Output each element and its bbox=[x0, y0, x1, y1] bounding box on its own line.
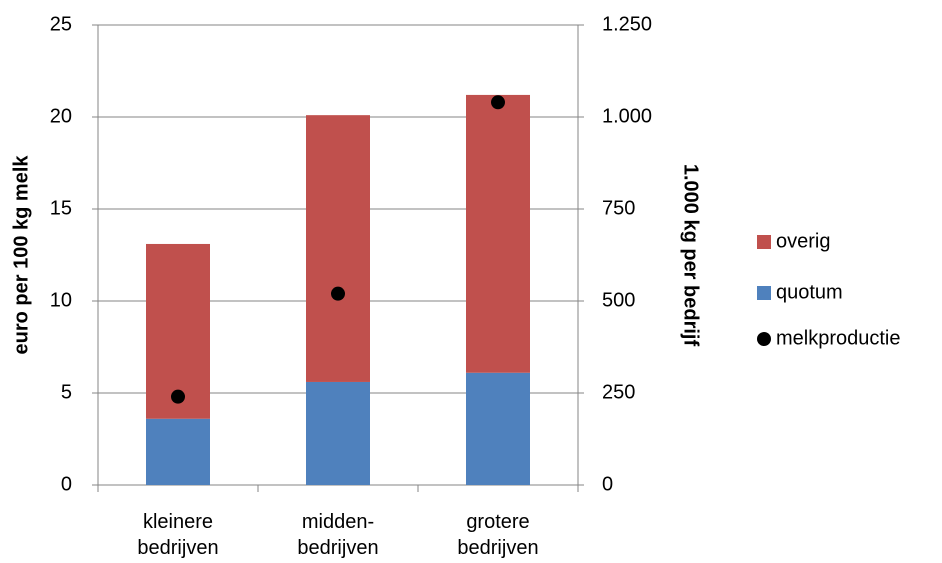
x-tick-label: midden-bedrijven bbox=[297, 511, 379, 559]
legend-swatch bbox=[757, 235, 771, 249]
legend-label: melkproductie bbox=[776, 327, 901, 349]
y-tick-label: 25 bbox=[50, 13, 72, 35]
y2-tick-label: 1.250 bbox=[602, 13, 652, 35]
y-tick-label: 15 bbox=[50, 197, 72, 219]
y2-axis-title: 1.000 kg per bedrijf bbox=[680, 164, 702, 347]
y-tick-label: 0 bbox=[61, 473, 72, 495]
legend-label: quotum bbox=[776, 281, 843, 303]
bar bbox=[146, 418, 210, 485]
bar bbox=[146, 243, 210, 419]
y2-tick-label: 500 bbox=[602, 289, 635, 311]
point bbox=[491, 95, 505, 110]
bar bbox=[306, 115, 370, 382]
point bbox=[171, 389, 185, 404]
y-tick-label: 10 bbox=[50, 289, 72, 311]
bar bbox=[466, 94, 530, 373]
y2-tick-label: 250 bbox=[602, 381, 635, 403]
legend-swatch bbox=[757, 332, 771, 346]
y2-tick-label: 750 bbox=[602, 197, 635, 219]
y-axis-title: euro per 100 kg melk bbox=[10, 155, 32, 355]
legend-swatch bbox=[757, 286, 771, 300]
y2-tick-label: 0 bbox=[602, 473, 613, 495]
legend-label: overig bbox=[776, 230, 830, 252]
bar bbox=[306, 381, 370, 485]
x-tick-label: grotere bedrijven bbox=[457, 511, 539, 559]
point bbox=[331, 286, 345, 301]
y-tick-label: 5 bbox=[61, 381, 72, 403]
bar bbox=[466, 372, 530, 485]
y-tick-label: 20 bbox=[50, 105, 72, 127]
y2-tick-label: 1.000 bbox=[602, 105, 652, 127]
x-tick-label: kleinere bedrijven bbox=[137, 511, 219, 559]
